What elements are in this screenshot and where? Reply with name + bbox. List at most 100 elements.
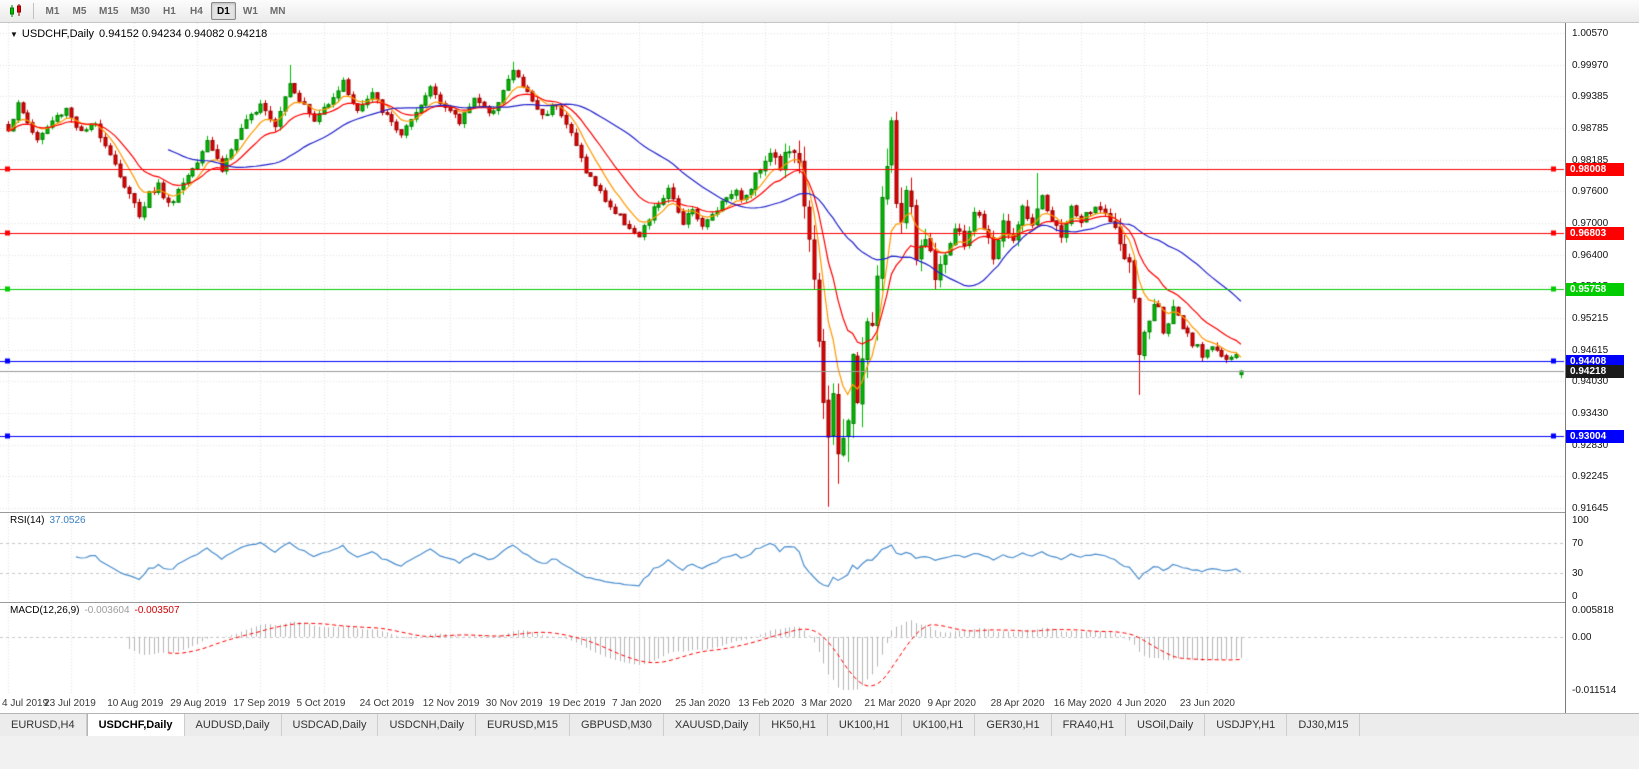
date-label: 3 Mar 2020 (801, 698, 852, 709)
price-level-badge: 0.96803 (1566, 227, 1624, 241)
toolbar-separator (33, 3, 34, 19)
chart-tab-xauusd-daily[interactable]: XAUUSD,Daily (663, 714, 761, 736)
timeframe-button-w1[interactable]: W1 (242, 5, 258, 17)
macd-canvas[interactable] (0, 602, 1565, 695)
price-axis-label: 0.99970 (1572, 59, 1609, 71)
date-label: 23 Jul 2019 (44, 698, 96, 709)
date-label: 25 Jan 2020 (675, 698, 731, 709)
macd-header: MACD(12,26,9) -0.003604 -0.003507 (10, 605, 180, 616)
date-label: 23 Jun 2020 (1179, 698, 1235, 709)
timeframe-button-mn[interactable]: MN (269, 5, 286, 17)
rsi-header: RSI(14) 37.0526 (10, 515, 86, 526)
chart-tab-fra40-h1[interactable]: FRA40,H1 (1051, 714, 1126, 736)
price-level-badge: 0.98008 (1566, 163, 1624, 177)
timeframe-button-d1[interactable]: D1 (210, 2, 236, 20)
rsi-value: 37.0526 (49, 515, 86, 526)
chart-tab-uk100-h1[interactable]: UK100,H1 (901, 714, 976, 736)
timeframe-button-m30[interactable]: M30 (130, 5, 150, 17)
price-axis-label: 0.93430 (1572, 408, 1609, 419)
price-axis-label: 0.97000 (1572, 218, 1609, 229)
date-label: 4 Jun 2020 (1116, 698, 1167, 709)
timeframe-button-m5[interactable]: M5 (72, 5, 87, 17)
date-label: 12 Nov 2019 (422, 698, 480, 709)
price-axis-label: 1.00570 (1572, 28, 1609, 39)
chart-icon[interactable] (4, 2, 28, 21)
date-label: 29 Aug 2019 (170, 698, 227, 709)
date-label: 19 Dec 2019 (548, 698, 606, 709)
chart-tab-ger30-h1[interactable]: GER30,H1 (975, 714, 1052, 736)
rsi-axis-label: 70 (1572, 537, 1584, 549)
macd-main-value: -0.003604 (84, 605, 130, 616)
date-label: 30 Nov 2019 (485, 698, 543, 709)
chart-tab-eurusd-h4[interactable]: EURUSD,H4 (0, 714, 87, 736)
timeframe-button-h1[interactable]: H1 (163, 5, 176, 17)
chart-symbol-label: USDCHF,Daily (21, 28, 95, 40)
chart-tab-uk100-h1[interactable]: UK100,H1 (827, 714, 902, 736)
date-label: 10 Aug 2019 (107, 698, 164, 709)
price-axis-label: 0.91645 (1572, 503, 1609, 514)
timeframe-button-m1[interactable]: M1 (45, 5, 60, 17)
timeframe-button-m15[interactable]: M15 (99, 5, 119, 17)
chart-tab-usdjpy-h1[interactable]: USDJPY,H1 (1205, 714, 1288, 736)
chart-tab-usoil-daily[interactable]: USOil,Daily (1125, 714, 1206, 736)
date-label: 5 Oct 2019 (296, 698, 346, 709)
status-bar (0, 736, 1639, 769)
chart-tab-gbpusd-m30[interactable]: GBPUSD,M30 (569, 714, 664, 736)
candlestick-chart-icon (10, 4, 21, 17)
macd-axis-label: -0.011514 (1572, 685, 1617, 696)
chart-tab-audusd-daily[interactable]: AUDUSD,Daily (184, 714, 282, 736)
price-axis-label: 0.95215 (1572, 313, 1609, 324)
price-level-badge: 0.95758 (1566, 283, 1624, 297)
price-axis-label: 0.94615 (1572, 344, 1609, 356)
chart-tab-hk50-h1[interactable]: HK50,H1 (760, 714, 828, 736)
date-label: 7 Jan 2020 (612, 698, 662, 709)
price-axis-label: 0.98185 (1572, 154, 1609, 166)
rsi-axis-label: 100 (1572, 515, 1589, 526)
price-level-badge: 0.94408 (1566, 354, 1624, 368)
time-axis[interactable]: 4 Jul 2019 23 Jul 2019 10 Aug 2019 29 Aug 2… (0, 695, 1565, 713)
date-label: 28 Apr 2020 (990, 698, 1045, 709)
date-label: 4 Jul 2019 (2, 698, 49, 709)
price-axis-label: 0.92830 (1572, 439, 1609, 451)
price-axis-label: 0.94030 (1572, 376, 1609, 388)
date-label: 9 Apr 2020 (927, 698, 976, 709)
date-label: 24 Oct 2019 (359, 698, 415, 709)
chart-title: ▼ USDCHF,Daily 0.94152 0.94234 0.94082 0.9… (10, 28, 267, 40)
pane-separator[interactable] (0, 512, 1639, 513)
chart-tab-dj30-m15[interactable]: DJ30,M15 (1287, 714, 1361, 736)
timeframe-toolbar: M1 M5 M15 M30 H1 H4 D1 W1 MN (0, 0, 1639, 23)
rsi-label: RSI(14) (10, 515, 45, 526)
price-level-badge: 0.93004 (1566, 429, 1624, 443)
chart-tab-usdchf-daily[interactable]: USDCHF,Daily (86, 714, 185, 736)
chart-tabs: EURUSD,H4 USDCHF,Daily AUDUSD,Daily USDCAD,… (0, 713, 1639, 736)
price-axis-label: 0.98785 (1572, 123, 1609, 134)
macd-label: MACD(12,26,9) (10, 605, 80, 616)
timeframe-buttons: M1 M5 M15 M30 H1 H4 D1 W1 MN (39, 2, 291, 20)
date-label: 17 Sep 2019 (233, 698, 291, 709)
chart-ohlc-values: 0.94152 0.94234 0.94082 0.94218 (99, 28, 268, 40)
chart-tab-usdcnh-daily[interactable]: USDCNH,Daily (378, 714, 477, 736)
price-axis-label: 0.97600 (1572, 186, 1609, 198)
price-axis-label: 0.99385 (1572, 91, 1609, 103)
main-chart-canvas[interactable] (0, 23, 1565, 512)
date-label: 21 Mar 2020 (864, 698, 921, 709)
price-axis[interactable]: 1.00570 0.99970 0.99385 0.98785 0.98185 0.976… (1565, 23, 1639, 713)
date-label: 13 Feb 2020 (738, 698, 795, 709)
timeframe-button-h4[interactable]: H4 (190, 5, 203, 17)
macd-signal-value: -0.003507 (134, 605, 180, 616)
rsi-canvas[interactable] (0, 512, 1565, 602)
chart-dropdown-icon[interactable]: ▼ (10, 30, 18, 39)
date-label: 16 May 2020 (1053, 698, 1112, 709)
chart-area: ▼ USDCHF,Daily 0.94152 0.94234 0.94082 0.9… (0, 23, 1639, 713)
price-axis-label: 0.92245 (1572, 471, 1609, 483)
rsi-axis-label: 0 (1572, 591, 1578, 602)
pane-separator[interactable] (0, 602, 1639, 603)
macd-axis-label: 0.00 (1572, 631, 1592, 643)
chart-tab-usdcad-daily[interactable]: USDCAD,Daily (281, 714, 379, 736)
current-price-badge: 0.94218 (1566, 365, 1624, 379)
rsi-axis-label: 30 (1572, 568, 1584, 580)
chart-tab-eurusd-m15[interactable]: EURUSD,M15 (476, 714, 570, 736)
macd-axis-label: 0.005818 (1572, 605, 1614, 616)
price-axis-label: 0.96400 (1572, 249, 1609, 261)
